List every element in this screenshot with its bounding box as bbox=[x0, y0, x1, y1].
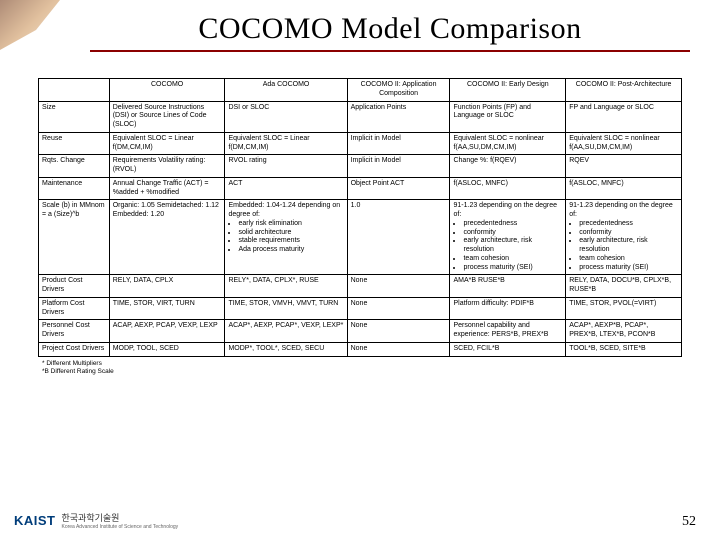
table-cell: Function Points (FP) and Language or SLO… bbox=[450, 101, 566, 132]
corner-decoration bbox=[0, 0, 60, 50]
column-header bbox=[39, 79, 110, 102]
table-cell: AMA*B RUSE*B bbox=[450, 275, 566, 298]
table-cell: TIME, STOR, PVOL(=VIRT) bbox=[566, 297, 682, 320]
table-header: COCOMOAda COCOMOCOCOMO II: Application C… bbox=[39, 79, 682, 102]
table-cell: Delivered Source Instructions (DSI) or S… bbox=[109, 101, 225, 132]
page-title: COCOMO Model Comparison bbox=[90, 12, 690, 46]
table-cell: f(ASLOC, MNFC) bbox=[566, 177, 682, 200]
table-cell: Organic: 1.05 Semidetached: 1.12 Embedde… bbox=[109, 200, 225, 275]
table-cell: None bbox=[347, 320, 450, 343]
footer-logo: KAIST 한국과학기술원 Korea Advanced Institute o… bbox=[14, 511, 178, 530]
row-label: Project Cost Drivers bbox=[39, 342, 110, 356]
title-bar: COCOMO Model Comparison bbox=[90, 12, 690, 52]
table-cell: RELY, DATA, DOCU*B, CPLX*B, RUSE*B bbox=[566, 275, 682, 298]
table-cell: Equivalent SLOC = nonlinear f(AA,SU,DM,C… bbox=[450, 132, 566, 155]
table-cell: Personnel capability and experience: PER… bbox=[450, 320, 566, 343]
table-cell: ACAP, AEXP, PCAP, VEXP, LEXP bbox=[109, 320, 225, 343]
kaist-sub: Korea Advanced Institute of Science and … bbox=[62, 524, 179, 530]
table-cell: None bbox=[347, 297, 450, 320]
table-row: Project Cost DriversMODP, TOOL, SCEDMODP… bbox=[39, 342, 682, 356]
table-cell: Equivalent SLOC = Linear f(DM,CM,IM) bbox=[225, 132, 347, 155]
row-label: Reuse bbox=[39, 132, 110, 155]
table-row: ReuseEquivalent SLOC = Linear f(DM,CM,IM… bbox=[39, 132, 682, 155]
table-cell: Object Point ACT bbox=[347, 177, 450, 200]
table-row: Product Cost DriversRELY, DATA, CPLXRELY… bbox=[39, 275, 682, 298]
table-cell: Requirements Volatility rating: (RVOL) bbox=[109, 155, 225, 178]
row-label: Product Cost Drivers bbox=[39, 275, 110, 298]
table-row: Platform Cost DriversTIME, STOR, VIRT, T… bbox=[39, 297, 682, 320]
table-cell: f(ASLOC, MNFC) bbox=[450, 177, 566, 200]
table-row: MaintenanceAnnual Change Traffic (ACT) =… bbox=[39, 177, 682, 200]
table-cell: Application Points bbox=[347, 101, 450, 132]
footnotes: * Different Multipliers *B Different Rat… bbox=[38, 360, 682, 377]
kaist-logo-text: KAIST bbox=[14, 513, 56, 528]
table-row: Scale (b) in MMnom = a (Size)^bOrganic: … bbox=[39, 200, 682, 275]
page-number: 52 bbox=[682, 514, 696, 530]
table-cell: Annual Change Traffic (ACT) = %added + %… bbox=[109, 177, 225, 200]
table-cell: SCED, FCIL*B bbox=[450, 342, 566, 356]
footnote-2: *B Different Rating Scale bbox=[42, 368, 682, 376]
table-cell: Platform difficulty: PDIF*B bbox=[450, 297, 566, 320]
column-header: COCOMO bbox=[109, 79, 225, 102]
row-label: Platform Cost Drivers bbox=[39, 297, 110, 320]
kaist-korean: 한국과학기술원 bbox=[62, 511, 179, 524]
table-cell: Equivalent SLOC = Linear f(DM,CM,IM) bbox=[109, 132, 225, 155]
table-cell: None bbox=[347, 275, 450, 298]
table-cell: Change %: f(RQEV) bbox=[450, 155, 566, 178]
table-cell: 91-1.23 depending on the degree of:prece… bbox=[450, 200, 566, 275]
table-cell: 1.0 bbox=[347, 200, 450, 275]
table-cell: TIME, STOR, VIRT, TURN bbox=[109, 297, 225, 320]
comparison-table-wrap: COCOMOAda COCOMOCOCOMO II: Application C… bbox=[38, 78, 682, 376]
row-label: Maintenance bbox=[39, 177, 110, 200]
table-cell: Embedded: 1.04-1.24 depending on degree … bbox=[225, 200, 347, 275]
table-cell: FP and Language or SLOC bbox=[566, 101, 682, 132]
row-label: Personnel Cost Drivers bbox=[39, 320, 110, 343]
row-label: Size bbox=[39, 101, 110, 132]
row-label: Rqts. Change bbox=[39, 155, 110, 178]
table-cell: TOOL*B, SCED, SITE*B bbox=[566, 342, 682, 356]
column-header: Ada COCOMO bbox=[225, 79, 347, 102]
column-header: COCOMO II: Application Composition bbox=[347, 79, 450, 102]
table-cell: Implicit in Model bbox=[347, 132, 450, 155]
table-cell: None bbox=[347, 342, 450, 356]
table-cell: ACT bbox=[225, 177, 347, 200]
table-cell: ACAP*, AEXP, PCAP*, VEXP, LEXP* bbox=[225, 320, 347, 343]
table-cell: RQEV bbox=[566, 155, 682, 178]
table-cell: MODP, TOOL, SCED bbox=[109, 342, 225, 356]
table-body: SizeDelivered Source Instructions (DSI) … bbox=[39, 101, 682, 356]
table-row: Personnel Cost DriversACAP, AEXP, PCAP, … bbox=[39, 320, 682, 343]
table-cell: RVOL rating bbox=[225, 155, 347, 178]
table-row: Rqts. ChangeRequirements Volatility rati… bbox=[39, 155, 682, 178]
table-cell: Equivalent SLOC = nonlinear f(AA,SU,DM,C… bbox=[566, 132, 682, 155]
table-row: SizeDelivered Source Instructions (DSI) … bbox=[39, 101, 682, 132]
table-cell: TIME, STOR, VMVH, VMVT, TURN bbox=[225, 297, 347, 320]
row-label: Scale (b) in MMnom = a (Size)^b bbox=[39, 200, 110, 275]
table-cell: RELY, DATA, CPLX bbox=[109, 275, 225, 298]
comparison-table: COCOMOAda COCOMOCOCOMO II: Application C… bbox=[38, 78, 682, 357]
table-cell: MODP*, TOOL*, SCED, SECU bbox=[225, 342, 347, 356]
table-cell: RELY*, DATA, CPLX*, RUSE bbox=[225, 275, 347, 298]
table-cell: ACAP*, AEXP*B, PCAP*, PREX*B, LTEX*B, PC… bbox=[566, 320, 682, 343]
table-cell: Implicit in Model bbox=[347, 155, 450, 178]
column-header: COCOMO II: Post-Architecture bbox=[566, 79, 682, 102]
table-cell: DSI or SLOC bbox=[225, 101, 347, 132]
footnote-1: * Different Multipliers bbox=[42, 360, 682, 368]
column-header: COCOMO II: Early Design bbox=[450, 79, 566, 102]
table-cell: 91-1.23 depending on the degree of:prece… bbox=[566, 200, 682, 275]
